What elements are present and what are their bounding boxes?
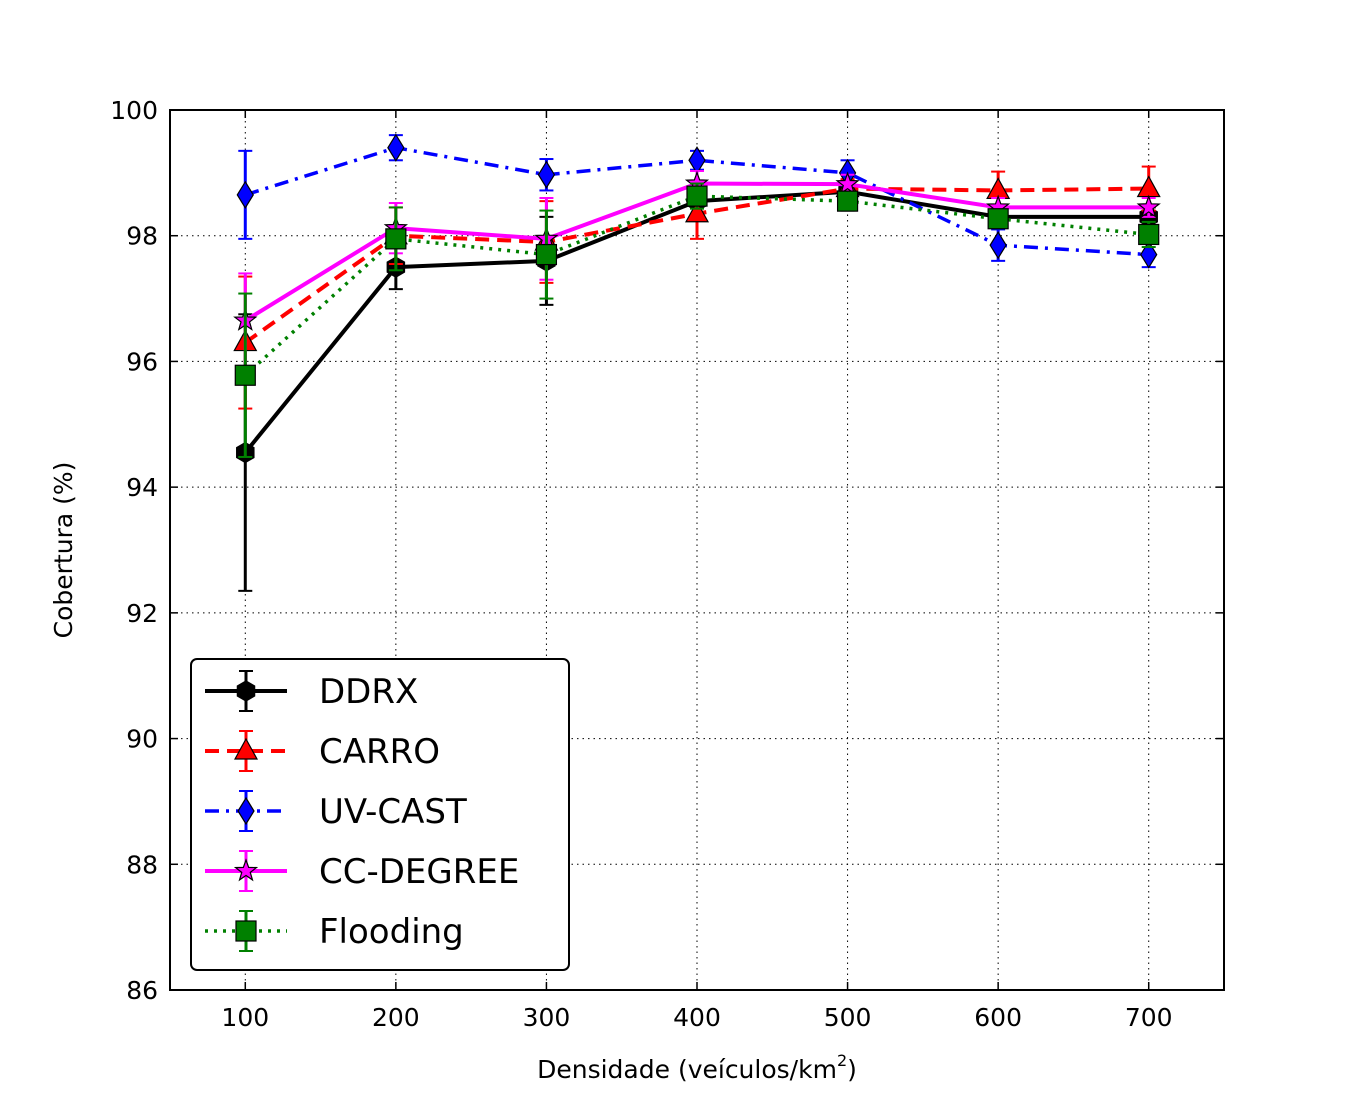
data-point [1140,240,1158,269]
legend-item-cc-degree: CC-DEGREE [205,850,519,892]
y-tick-label: 94 [126,473,158,502]
x-tick-label: 200 [372,1003,420,1032]
legend-item-flooding: Flooding [205,910,464,952]
y-tick-label: 90 [126,725,158,754]
legend-item-carro: CARRO [205,730,440,772]
y-tick-label: 92 [126,599,158,628]
legend-frame [190,658,570,971]
data-point [836,190,859,212]
data-point [686,185,708,207]
x-tick-label: 500 [824,1003,872,1032]
data-point [989,230,1007,260]
data-point [385,228,407,250]
y-tick-label: 88 [126,850,158,879]
data-point [236,180,254,210]
legend-marker [235,920,257,942]
x-axis-label-suffix: ) [847,1055,857,1084]
series-layer [233,133,1161,592]
x-tick-label: 300 [523,1003,571,1032]
series-uv-cast [236,133,1158,269]
y-tick-label: 98 [126,222,158,251]
legend-label: DDRX [319,672,418,712]
data-point [535,243,558,266]
x-axis-label-superscript: 2 [837,1051,847,1070]
legend-label: UV-CAST [319,792,467,832]
x-tick-label: 600 [974,1003,1022,1032]
x-tick-label: 700 [1125,1003,1173,1032]
legend-marker [233,858,259,882]
y-tick-label: 96 [126,347,158,376]
data-point [537,160,556,189]
legend-marker [237,796,255,826]
x-tick-label: 400 [673,1003,721,1032]
y-axis-label: Cobertura (%) [49,462,78,639]
y-tick-label: 86 [126,976,158,1005]
legend-item-uv-cast: UV-CAST [205,790,467,832]
data-point [684,200,710,223]
data-point [234,364,256,386]
legend-marker [236,680,256,702]
legend-item-ddrx: DDRX [205,670,418,712]
x-tick-label: 100 [221,1003,269,1032]
data-point [835,171,860,195]
axis-ticks: 100 200 300 400 500 600 700 86 88 90 92 94 96 98 100 [110,96,1224,1032]
data-point [1138,223,1160,246]
x-axis-label: Densidade (veículos/km2) [537,1051,857,1084]
data-point [1136,194,1161,218]
legend-items: DDRX CARRO UV-CAST CC-DEGREE Flooding [205,670,519,952]
legend-label: Flooding [319,912,464,952]
x-axis-label-main: Densidade (veículos/km [537,1055,837,1084]
data-point [987,208,1009,230]
legend-label: CARRO [319,732,440,772]
y-tick-label: 100 [110,96,158,125]
series-flooding [234,182,1160,458]
legend-label: CC-DEGREE [319,852,519,892]
legend-marker [233,737,259,760]
legend: DDRX CARRO UV-CAST CC-DEGREE Flooding [190,658,570,971]
data-point [387,133,405,162]
